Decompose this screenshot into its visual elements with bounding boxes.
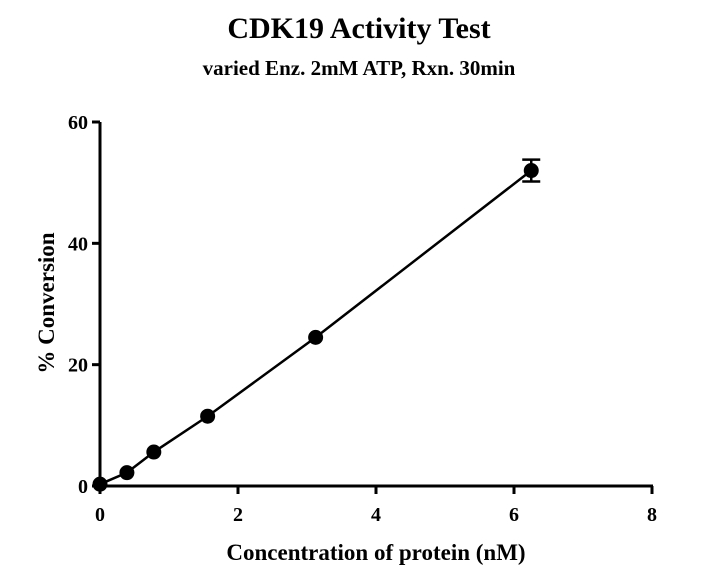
data-point [146,444,162,460]
y-tick-label: 0 [78,476,88,498]
x-tick-label: 8 [647,504,657,526]
y-tick-label: 20 [68,355,88,377]
x-axis-label: Concentration of protein (nM) [226,540,526,565]
data-point [523,163,539,179]
series-line [99,169,533,486]
x-tick-label: 6 [509,504,519,526]
chart-title: CDK19 Activity Test [227,12,491,45]
data-point [92,476,108,492]
y-tick-label: 60 [68,112,88,134]
x-tick-label: 2 [233,504,243,526]
data-point [200,408,216,424]
x-tick-label: 4 [371,504,381,526]
x-tick-label: 0 [95,504,105,526]
data-point [308,329,324,345]
chart-subtitle: varied Enz. 2mM ATP, Rxn. 30min [202,56,516,80]
data-point [119,465,135,481]
y-tick-label: 40 [68,233,88,255]
